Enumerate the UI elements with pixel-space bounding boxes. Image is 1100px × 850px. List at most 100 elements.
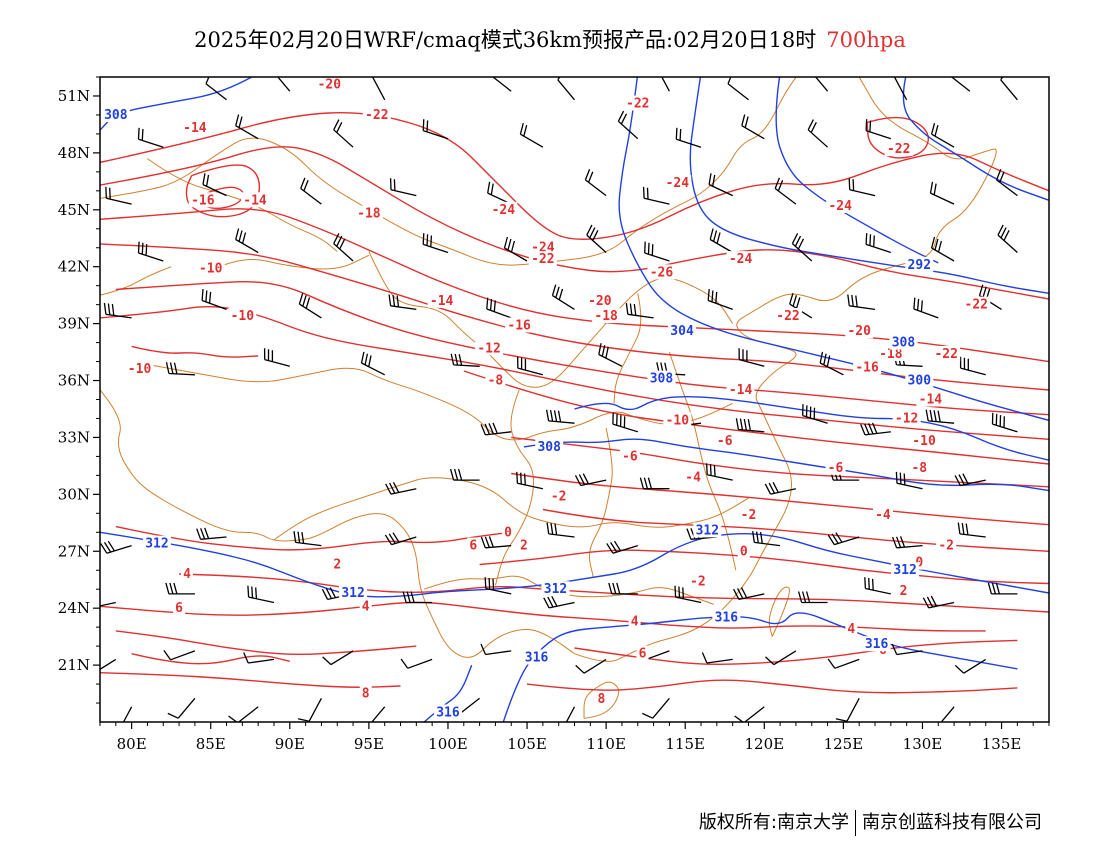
height-contour: [574, 395, 1049, 461]
temperature-label-bg: [241, 192, 270, 208]
height-label: 308: [537, 440, 561, 455]
footer-separator: [855, 810, 856, 836]
wind-barb: [584, 169, 607, 197]
copyright-right: 南京创蓝科技有限公司: [862, 812, 1042, 833]
lon-tick-label: 105E: [507, 735, 547, 753]
wind-barb: [491, 77, 512, 92]
temperature-label-bg: [475, 340, 504, 356]
wind-barb: [105, 186, 132, 205]
temperature-isotherm: [115, 280, 1049, 416]
temperature-isotherm: [131, 345, 259, 358]
wind-barb: [322, 650, 354, 666]
temperature-label: -14: [919, 393, 943, 408]
wind-barb: [357, 706, 386, 722]
wind-barb: [545, 409, 575, 424]
wind-barb: [100, 601, 116, 607]
boundary-line: [100, 266, 172, 296]
temperature-label: 8: [597, 692, 605, 707]
temperature-label: -22: [934, 347, 957, 362]
temperature-label-bg: [188, 192, 217, 208]
wind-barb: [797, 591, 828, 604]
height-label-bg: [433, 704, 462, 720]
temperature-label: -20: [847, 324, 871, 339]
height-label: 312: [696, 523, 719, 538]
wind-barb: [598, 343, 623, 367]
boundary-line: [424, 575, 714, 605]
temperature-label-bg: [636, 645, 649, 661]
temperature-label: 0: [504, 525, 512, 540]
temperature-label: 6: [175, 601, 183, 616]
temperature-label-bg: [876, 345, 905, 361]
wind-barb: [137, 127, 164, 148]
boundary-line: [588, 427, 613, 578]
height-label-bg: [693, 522, 722, 538]
temperature-label-bg: [467, 537, 480, 553]
temperature-contours: [100, 112, 1049, 694]
wind-barb: [293, 531, 322, 547]
wind-barb: [978, 284, 1002, 310]
boundary-line: [273, 477, 749, 541]
height-label: 304: [670, 324, 694, 339]
temperature-label-bg: [628, 613, 641, 629]
temperature-label: -18: [357, 207, 381, 222]
wind-barb: [930, 236, 955, 262]
boundary-line: [210, 254, 370, 271]
wind-barb: [422, 233, 449, 254]
temperature-isotherm: [526, 679, 1018, 694]
height-label-bg: [862, 636, 891, 652]
temperature-label: -20: [318, 78, 342, 93]
height-label-bg: [142, 535, 171, 551]
temperature-label: -18: [879, 347, 903, 362]
temperature-isotherm: [511, 436, 1049, 488]
temperature-isotherm: [479, 549, 1049, 585]
temperature-isotherm: [131, 653, 290, 665]
temperature-label-bg: [853, 359, 882, 375]
temperature-label-bg: [845, 323, 874, 339]
wind-barb: [235, 228, 259, 254]
temperature-label: -22: [531, 252, 554, 267]
wind-barb: [639, 477, 670, 490]
temperature-isotherm: [100, 112, 1049, 240]
wind-barb: [954, 473, 986, 487]
height-label: 316: [436, 706, 460, 721]
temperature-label-bg: [663, 412, 692, 428]
wind-barb: [752, 531, 781, 547]
wind-barb: [959, 356, 986, 376]
height-label-bg: [541, 581, 570, 597]
wind-barb: [517, 356, 544, 376]
temperature-label: -12: [477, 341, 500, 356]
wind-barb: [997, 224, 1018, 253]
wind-barb: [709, 228, 734, 254]
temperature-label: -18: [594, 309, 618, 324]
wind-barb: [791, 233, 813, 262]
height-label: 316: [525, 651, 549, 666]
wind-barb: [516, 471, 544, 490]
temperature-label-bg: [331, 556, 344, 572]
wind-barb: [103, 302, 132, 319]
temperature-label-bg: [845, 621, 858, 637]
lat-tick-label: 39N: [58, 315, 90, 333]
temperature-label: -4: [875, 508, 891, 523]
wind-barb: [546, 522, 575, 538]
lat-tick-label: 42N: [58, 258, 90, 276]
copyright-footer: 版权所有:南京大学 南京创蓝科技有限公司: [699, 808, 1042, 836]
wind-barb: [402, 591, 433, 604]
height-contour: [689, 77, 1049, 294]
temperature-isotherm: [185, 164, 261, 218]
temperature-label-bg: [909, 459, 930, 475]
lat-tick-label: 33N: [58, 428, 90, 446]
height-label-bg: [522, 649, 551, 665]
temperature-label-bg: [726, 251, 755, 267]
wind-barb: [519, 123, 544, 148]
height-label: 308: [650, 372, 674, 387]
wind-barb: [450, 353, 480, 367]
lon-tick-label: 95E: [354, 735, 384, 753]
temperature-label-bg: [738, 507, 759, 523]
temperature-label: 2: [900, 584, 908, 599]
height-label-bg: [101, 106, 130, 122]
height-label-bg: [712, 609, 741, 625]
wind-barb: [100, 658, 117, 671]
temperature-label-bg: [737, 543, 750, 559]
temperature-label: -10: [912, 434, 936, 449]
temperature-isotherm: [115, 630, 417, 656]
